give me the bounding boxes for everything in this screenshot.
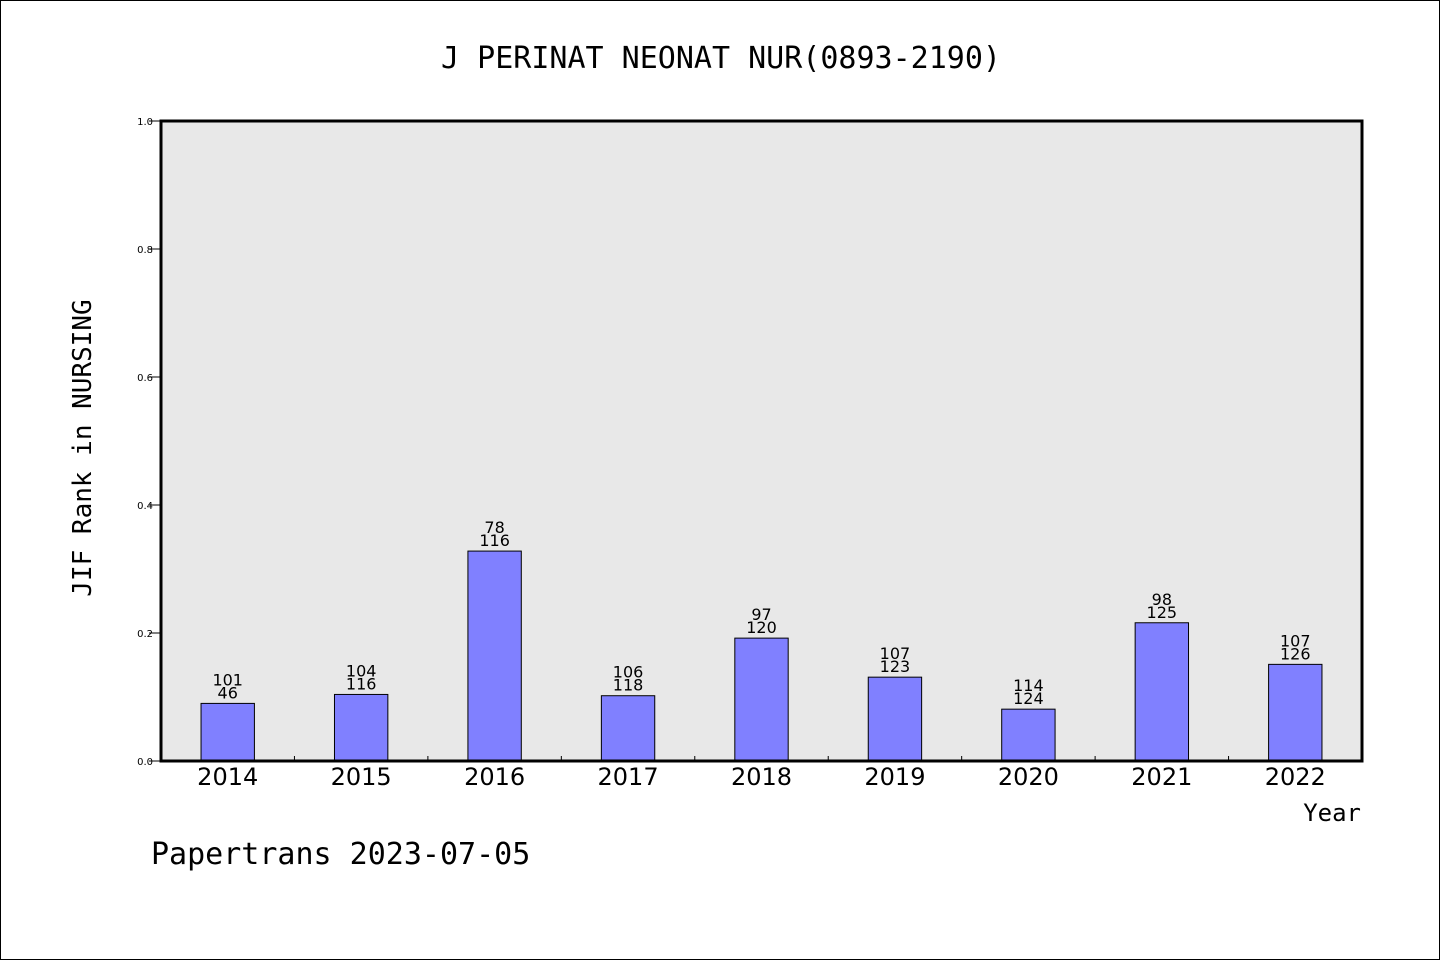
chart-title: J PERINAT NEONAT NUR(0893-2190) xyxy=(441,41,1001,76)
data-labels-group: 1014610411678116106118971201071231141249… xyxy=(212,518,1310,708)
x-tick-label: 2021 xyxy=(1131,763,1192,791)
bar-total-label: 124 xyxy=(1013,689,1044,708)
bar-rank-label: 97 xyxy=(751,605,771,624)
bar-total-label: 126 xyxy=(1280,644,1311,663)
x-axis-label: Year xyxy=(1303,799,1361,827)
bar-rank-label: 114 xyxy=(1013,676,1044,695)
bar xyxy=(333,693,389,762)
x-tick-label: 2015 xyxy=(331,763,392,791)
bar-rank-label: 78 xyxy=(484,518,504,537)
y-tick-label: 1.0 xyxy=(137,117,153,128)
bar-rank-label: 107 xyxy=(880,644,911,663)
x-tick-label: 2018 xyxy=(731,763,792,791)
bar-total-label: 123 xyxy=(880,657,911,676)
bar-rank-label: 101 xyxy=(212,670,243,689)
y-tick-label: 0.0 xyxy=(137,757,153,768)
y-axis-ticks: 0.0 0.2 0.4 0.6 0.8 1.0 xyxy=(137,117,161,768)
x-tick-label: 2020 xyxy=(998,763,1059,791)
bar-total-label: 46 xyxy=(218,683,238,702)
bar-total-label: 116 xyxy=(346,674,377,693)
x-axis-ticks: 2014 2015 2016 2017 2018 2019 2020 2021 2022 xyxy=(197,756,1326,791)
bar-total-label: 120 xyxy=(746,618,777,637)
bar xyxy=(1268,663,1323,762)
bar-rank-label: 98 xyxy=(1152,590,1172,609)
x-tick-label: 2017 xyxy=(598,763,659,791)
y-tick-label: 0.6 xyxy=(137,373,153,384)
y-tick-label: 0.2 xyxy=(137,629,153,640)
x-tick-label: 2019 xyxy=(864,763,925,791)
y-tick-label: 0.8 xyxy=(137,245,153,256)
bars-group xyxy=(200,550,1323,762)
bar xyxy=(867,676,923,762)
bar-total-label: 125 xyxy=(1147,603,1178,622)
footer-text: Papertrans 2023-07-05 xyxy=(151,837,530,872)
bar xyxy=(200,702,255,762)
bar-rank-label: 107 xyxy=(1280,631,1311,650)
bar-total-label: 116 xyxy=(479,531,510,550)
x-tick-label: 2022 xyxy=(1265,763,1326,791)
bar xyxy=(1001,708,1056,762)
bar-rank-label: 104 xyxy=(346,661,377,680)
bar xyxy=(467,550,522,762)
bar xyxy=(600,695,656,762)
bar xyxy=(1134,622,1190,762)
y-tick-label: 0.4 xyxy=(137,501,153,512)
y-axis-label: JIF Rank in NURSING xyxy=(68,299,98,596)
x-tick-label: 2014 xyxy=(197,763,258,791)
plot-border xyxy=(159,119,1364,763)
bar-rank-label: 106 xyxy=(613,663,644,682)
x-tick-label: 2016 xyxy=(464,763,525,791)
bar-total-label: 118 xyxy=(613,676,644,695)
bar xyxy=(734,637,789,762)
